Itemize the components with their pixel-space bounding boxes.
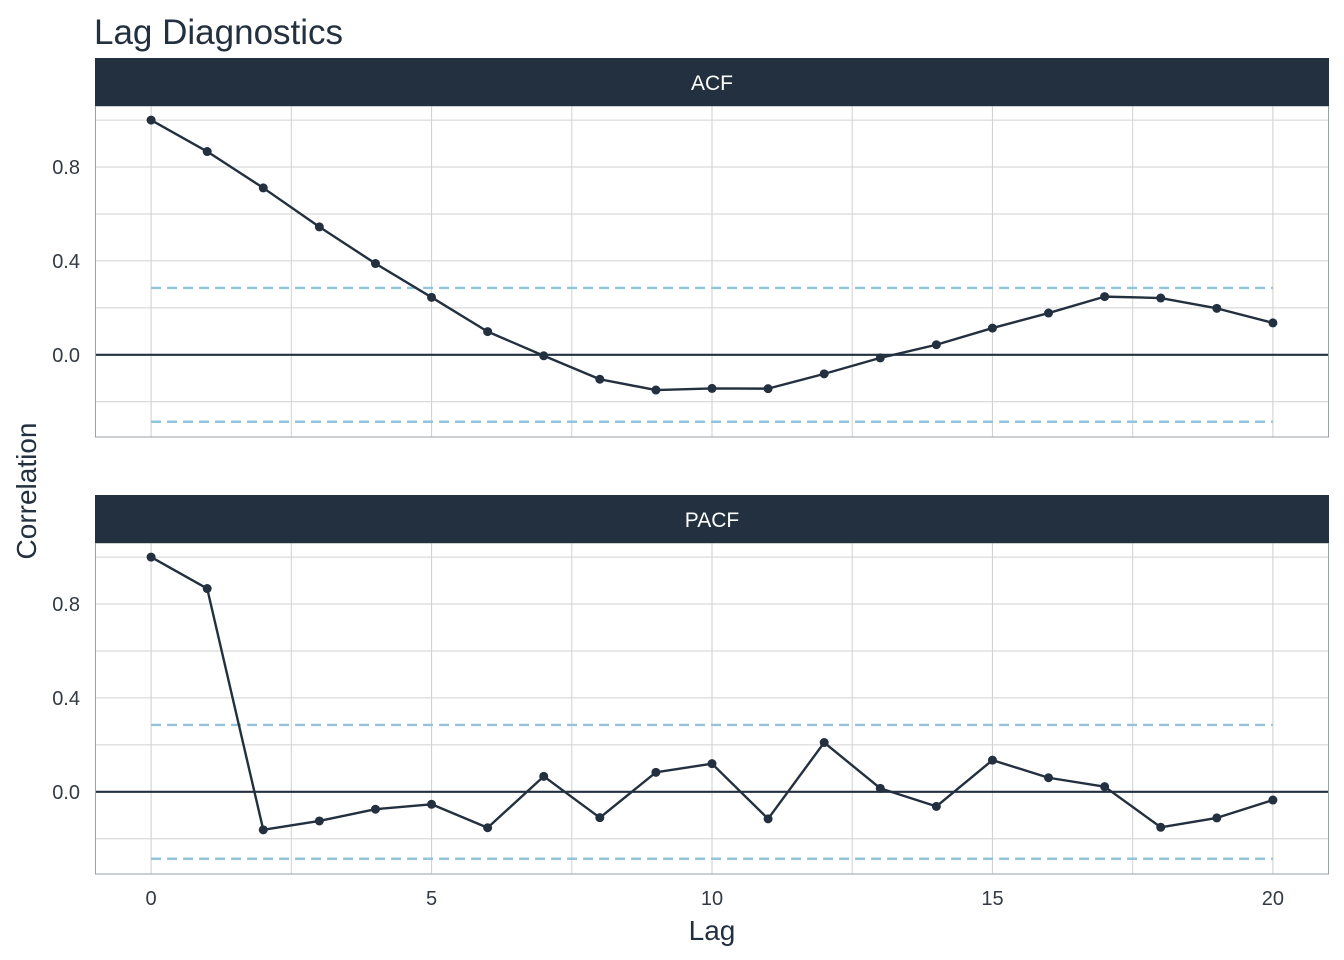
chart-title: Lag Diagnostics [94,13,343,52]
x-tick-label: 5 [426,888,437,910]
x-tick-label: 0 [146,888,157,910]
pacf-point [483,823,493,833]
acf-point [1156,293,1166,303]
pacf-point [539,771,549,781]
pacf-y-tick-label: 0.0 [52,782,80,804]
y-axis-title: Correlation [11,423,42,560]
acf-point [1044,308,1054,318]
pacf-point [1212,813,1222,823]
acf-point [202,147,212,157]
acf-y-tick-label: 0.4 [52,251,80,273]
pacf-y-ticks: 0.0 0.4 0.8 [52,594,80,804]
pacf-point [258,825,268,835]
pacf-series [146,552,1278,835]
acf-point [314,222,324,232]
pacf-point [427,799,437,809]
acf-point [875,353,885,363]
x-axis-ticks: 0 5 10 15 20 [146,888,1285,910]
pacf-point [707,759,717,769]
acf-y-tick-label: 0.8 [52,157,80,179]
x-tick-label: 15 [981,888,1003,910]
acf-strip [95,58,1329,106]
pacf-point [931,801,941,811]
pacf-strip-label: PACF [685,509,739,532]
acf-point [539,351,549,361]
acf-point [651,385,661,395]
acf-point [819,369,829,379]
facet-pacf: 0.0 0.4 0.8 PACF [52,495,1329,875]
acf-threshold-lines [151,286,1273,423]
acf-point [931,340,941,350]
pacf-point [763,814,773,824]
pacf-point [146,552,156,562]
pacf-y-tick-label: 0.4 [52,688,80,710]
pacf-point [1268,795,1278,805]
pacf-point [595,813,605,823]
pacf-point [819,738,829,748]
pacf-point [875,783,885,793]
pacf-point [651,767,661,777]
pacf-point [1156,822,1166,832]
pacf-threshold-lines [151,723,1273,860]
acf-point [146,115,156,125]
acf-y-tick-label: 0.0 [52,345,80,367]
acf-point [1268,318,1278,328]
pacf-point [314,816,324,826]
pacf-grid [95,543,1329,874]
acf-series [146,115,1278,395]
acf-point [370,259,380,269]
x-tick-label: 10 [701,888,723,910]
acf-point [483,327,493,337]
acf-point [1212,303,1222,313]
pacf-point [987,755,997,765]
acf-strip-label: ACF [691,72,733,95]
pacf-point [370,804,380,814]
acf-point [987,323,997,333]
pacf-point [1044,773,1054,783]
x-tick-label: 20 [1262,888,1284,910]
pacf-point [1100,782,1110,792]
x-axis-title: Lag [689,915,736,946]
acf-point [258,183,268,193]
acf-point [1100,292,1110,302]
acf-point [595,374,605,384]
acf-point [427,292,437,302]
acf-y-ticks: 0.0 0.4 0.8 [52,157,80,367]
acf-point [763,384,773,394]
facet-acf: 0.0 0.4 0.8 ACF [52,58,1329,438]
pacf-y-tick-label: 0.8 [52,594,80,616]
pacf-strip [95,495,1329,543]
pacf-point [202,584,212,594]
acf-point [707,383,717,393]
